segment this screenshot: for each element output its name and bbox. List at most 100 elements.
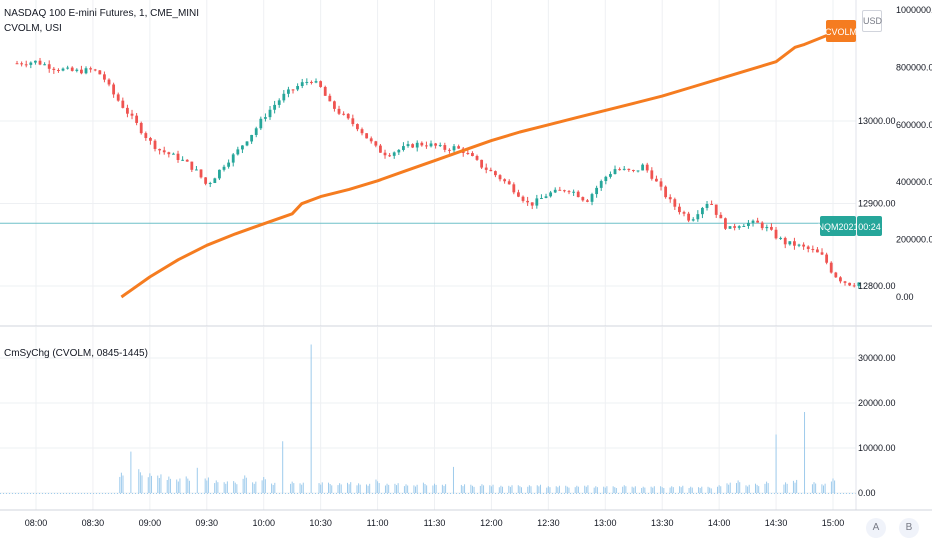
candle-body[interactable] — [38, 60, 42, 65]
volume-bar[interactable] — [682, 485, 684, 493]
volume-bar[interactable] — [565, 485, 567, 493]
candle-body[interactable] — [29, 62, 33, 65]
candle-body[interactable] — [153, 140, 157, 149]
volume-bar[interactable] — [386, 483, 388, 493]
volume-bar[interactable] — [310, 344, 312, 494]
volume-bar[interactable] — [824, 483, 826, 493]
volume-bar[interactable] — [517, 485, 519, 493]
volume-bar[interactable] — [130, 451, 132, 493]
volume-bar[interactable] — [272, 484, 274, 493]
candle-body[interactable] — [277, 100, 281, 105]
volume-bar[interactable] — [236, 484, 238, 493]
candle-body[interactable] — [691, 219, 695, 221]
volume-bar[interactable] — [226, 481, 228, 493]
candle-body[interactable] — [438, 145, 442, 147]
volume-bar[interactable] — [434, 483, 435, 493]
volume-bar[interactable] — [479, 485, 481, 493]
candle-body[interactable] — [259, 118, 263, 129]
volume-bar[interactable] — [359, 484, 361, 493]
candle-body[interactable] — [176, 153, 180, 160]
volume-bar[interactable] — [709, 487, 711, 493]
volume-bar[interactable] — [187, 478, 189, 493]
candle-body[interactable] — [820, 252, 824, 255]
candle-body[interactable] — [310, 81, 313, 83]
candle-body[interactable] — [305, 81, 309, 83]
volume-bar[interactable] — [206, 480, 208, 493]
candle-body[interactable] — [834, 272, 838, 278]
candle-body[interactable] — [540, 198, 543, 200]
volume-bar[interactable] — [141, 475, 143, 493]
volume-bar[interactable] — [223, 482, 225, 493]
candle-body[interactable] — [825, 254, 829, 263]
candle-body[interactable] — [783, 237, 787, 245]
volume-bar[interactable] — [489, 485, 491, 493]
volume-bar[interactable] — [547, 486, 549, 493]
candle-body[interactable] — [664, 186, 668, 198]
volume-bar[interactable] — [528, 485, 530, 493]
candle-body[interactable] — [89, 68, 93, 70]
volume-bar[interactable] — [225, 483, 227, 493]
volume-bar[interactable] — [641, 488, 643, 493]
volume-bar[interactable] — [691, 487, 693, 493]
candle-body[interactable] — [218, 169, 221, 179]
volume-bar[interactable] — [492, 484, 494, 493]
candle-body[interactable] — [365, 133, 369, 139]
volume-bar[interactable] — [217, 482, 219, 493]
candle-body[interactable] — [300, 82, 304, 87]
candle-body[interactable] — [333, 101, 336, 109]
candle-body[interactable] — [770, 226, 773, 230]
volume-bar[interactable] — [264, 479, 266, 493]
candle-body[interactable] — [650, 170, 654, 179]
candle-body[interactable] — [420, 142, 424, 146]
volume-bar[interactable] — [717, 486, 719, 493]
volume-bar[interactable] — [119, 476, 121, 493]
candle-body[interactable] — [52, 68, 56, 70]
candle-body[interactable] — [241, 145, 244, 150]
candle-body[interactable] — [475, 156, 479, 160]
candle-body[interactable] — [655, 178, 658, 182]
volume-bar[interactable] — [623, 485, 625, 493]
candle-body[interactable] — [337, 108, 341, 114]
candle-body[interactable] — [673, 199, 677, 207]
volume-bar[interactable] — [568, 487, 570, 493]
candle-body[interactable] — [116, 94, 120, 101]
candle-body[interactable] — [645, 164, 649, 171]
volume-bar[interactable] — [415, 486, 417, 493]
volume-bar[interactable] — [252, 482, 254, 493]
candle-body[interactable] — [323, 86, 327, 96]
volume-bar[interactable] — [214, 483, 216, 493]
volume-bar[interactable] — [596, 487, 598, 493]
candle-body[interactable] — [15, 63, 19, 65]
volume-bar[interactable] — [432, 485, 434, 493]
volume-bar[interactable] — [158, 478, 160, 493]
volume-bar[interactable] — [511, 485, 513, 493]
volume-bar[interactable] — [150, 475, 152, 493]
volume-bar[interactable] — [397, 483, 399, 493]
candle-body[interactable] — [374, 141, 378, 146]
volume-bar[interactable] — [520, 487, 522, 493]
candle-body[interactable] — [291, 89, 295, 91]
volume-bar[interactable] — [339, 483, 341, 493]
candle-body[interactable] — [452, 146, 456, 151]
candle-body[interactable] — [544, 196, 548, 199]
volume-bar[interactable] — [320, 484, 322, 493]
volume-bar[interactable] — [729, 482, 731, 493]
candle-body[interactable] — [121, 100, 125, 108]
candle-body[interactable] — [760, 222, 764, 229]
candle-body[interactable] — [204, 177, 208, 184]
volume-bar[interactable] — [614, 487, 616, 493]
candle-body[interactable] — [558, 189, 562, 191]
candle-body[interactable] — [756, 220, 760, 223]
candle-body[interactable] — [728, 226, 732, 229]
volume-bar[interactable] — [549, 487, 551, 493]
volume-bar[interactable] — [785, 482, 787, 493]
volume-bar[interactable] — [536, 485, 538, 493]
volume-bar[interactable] — [615, 488, 617, 493]
volume-bar[interactable] — [558, 485, 560, 493]
volume-bar[interactable] — [157, 475, 159, 493]
candle-body[interactable] — [517, 192, 520, 197]
candle-body[interactable] — [484, 167, 488, 170]
volume-bar[interactable] — [445, 484, 447, 493]
sub-pane-axis[interactable]: 30000.00 20000.00 10000.00 0.00 — [858, 353, 896, 498]
candle-body[interactable] — [397, 149, 401, 153]
